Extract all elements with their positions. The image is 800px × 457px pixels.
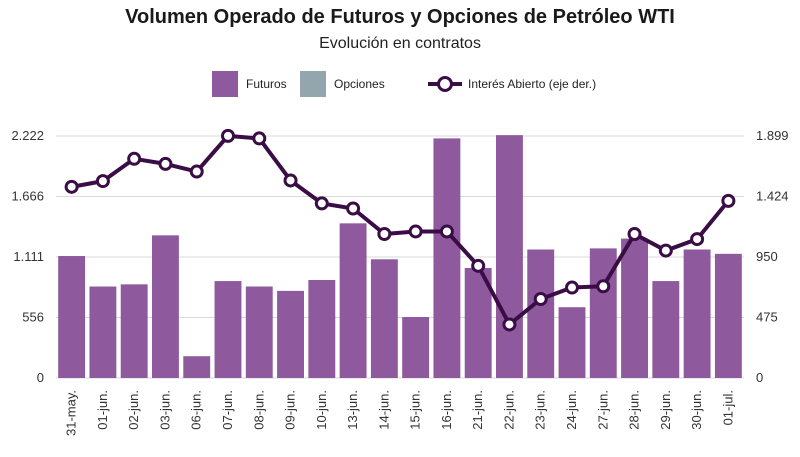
point-interes-abierto [408,224,423,239]
y-left-tick-label: 1.666 [11,189,44,204]
point-interes-abierto [346,201,361,216]
x-category-label: 01-jul. [720,390,735,425]
bar-futuros [527,249,555,378]
point-interes-abierto [189,164,204,179]
point-interes-abierto [471,258,486,273]
point-interes-abierto [252,131,267,146]
bar-futuros [214,281,242,378]
bar-futuros [433,138,461,378]
x-category-label: 31-may. [64,390,79,436]
y-left-tick-label: 556 [22,309,44,324]
x-category-label: 06-jun. [189,390,204,430]
y-left-tick-label: 0 [37,370,44,385]
point-interes-abierto [127,151,142,166]
x-category-label: 02-jun. [126,390,141,430]
point-interes-abierto [533,291,548,306]
bar-futuros [277,290,304,378]
x-category-label: 03-jun. [157,390,172,430]
x-category-label: 15-jun. [408,390,423,430]
x-category-label: 09-jun. [283,390,298,430]
x-category-label: 16-jun. [439,390,454,430]
point-interes-abierto [658,243,673,258]
bar-futuros [496,135,523,378]
chart-title: Volumen Operado de Futuros y Opciones de… [125,6,675,28]
point-interes-abierto [377,226,392,241]
point-interes-abierto [596,279,611,294]
bar-futuros [308,279,336,378]
point-interes-abierto [690,232,705,247]
point-interes-abierto [439,224,454,239]
bar-futuros [339,223,367,378]
point-interes-abierto [314,196,329,211]
x-category-label: 24-jun. [564,390,579,430]
line-interes-abierto [71,133,730,327]
bar-futuros [120,284,148,378]
x-category-label: 22-jun. [501,390,516,430]
x-category-label: 29-jun. [658,390,673,430]
point-interes-abierto [221,128,235,143]
y-right-tick-label: 1.424 [756,189,789,204]
legend-label-interes-abierto: Interés Abierto (eje der.) [468,77,597,91]
legend-item-futuros: Futuros [212,70,287,98]
bar-futuros [152,235,179,378]
point-interes-abierto [158,156,173,171]
x-category-label: 01-jun. [95,390,110,430]
bar-futuros [714,253,742,378]
point-interes-abierto [721,193,736,208]
point-interes-abierto [502,317,517,332]
x-category-label: 23-jun. [533,390,548,430]
bar-futuros [183,356,211,378]
x-category-label: 10-jun. [314,390,329,430]
legend-item-opciones: Opciones [300,70,385,98]
legend-item-interes-abierto: Interés Abierto (eje der.) [428,70,596,98]
point-interes-abierto [565,280,579,295]
y-right-tick-label: 950 [756,249,778,264]
x-category-label: 08-jun. [251,390,266,430]
bar-futuros [683,249,711,378]
legend-swatch-opciones [300,71,326,97]
x-category-label: 21-jun. [470,390,485,430]
legend-label-futuros: Futuros [246,77,287,91]
x-category-label: 07-jun. [220,390,235,430]
y-right-tick-label: 475 [756,309,778,324]
x-category-label: 27-jun. [595,390,610,430]
y-right-tick-label: 0 [756,370,763,385]
point-interes-abierto [95,174,110,189]
y-right-tick-label: 1.899 [756,128,789,143]
x-category-label: 13-jun. [345,390,360,430]
bar-futuros [558,307,586,378]
x-category-label: 30-jun. [689,390,704,430]
y-left-tick-label: 2.222 [11,128,44,143]
chart-subtitle: Evolución en contratos [319,35,481,52]
legend-line-marker [428,71,462,97]
bar-futuros [402,317,430,378]
bar-futuros [58,256,86,378]
point-interes-abierto [64,179,79,194]
bar-futuros [89,286,117,378]
x-category-label: 14-jun. [376,390,391,430]
bar-futuros [621,238,648,378]
bar-futuros [652,281,680,378]
legend-swatch-futuros [212,71,238,97]
bar-futuros [245,286,273,378]
bar-futuros [370,259,398,378]
y-left-tick-label: 1.111 [13,249,44,264]
point-interes-abierto [283,173,298,188]
x-category-label: 28-jun. [627,390,642,430]
legend-label-opciones: Opciones [334,77,385,91]
legend: Futuros Opciones Interés Abierto (eje de… [0,70,800,98]
point-interes-abierto [627,226,642,241]
